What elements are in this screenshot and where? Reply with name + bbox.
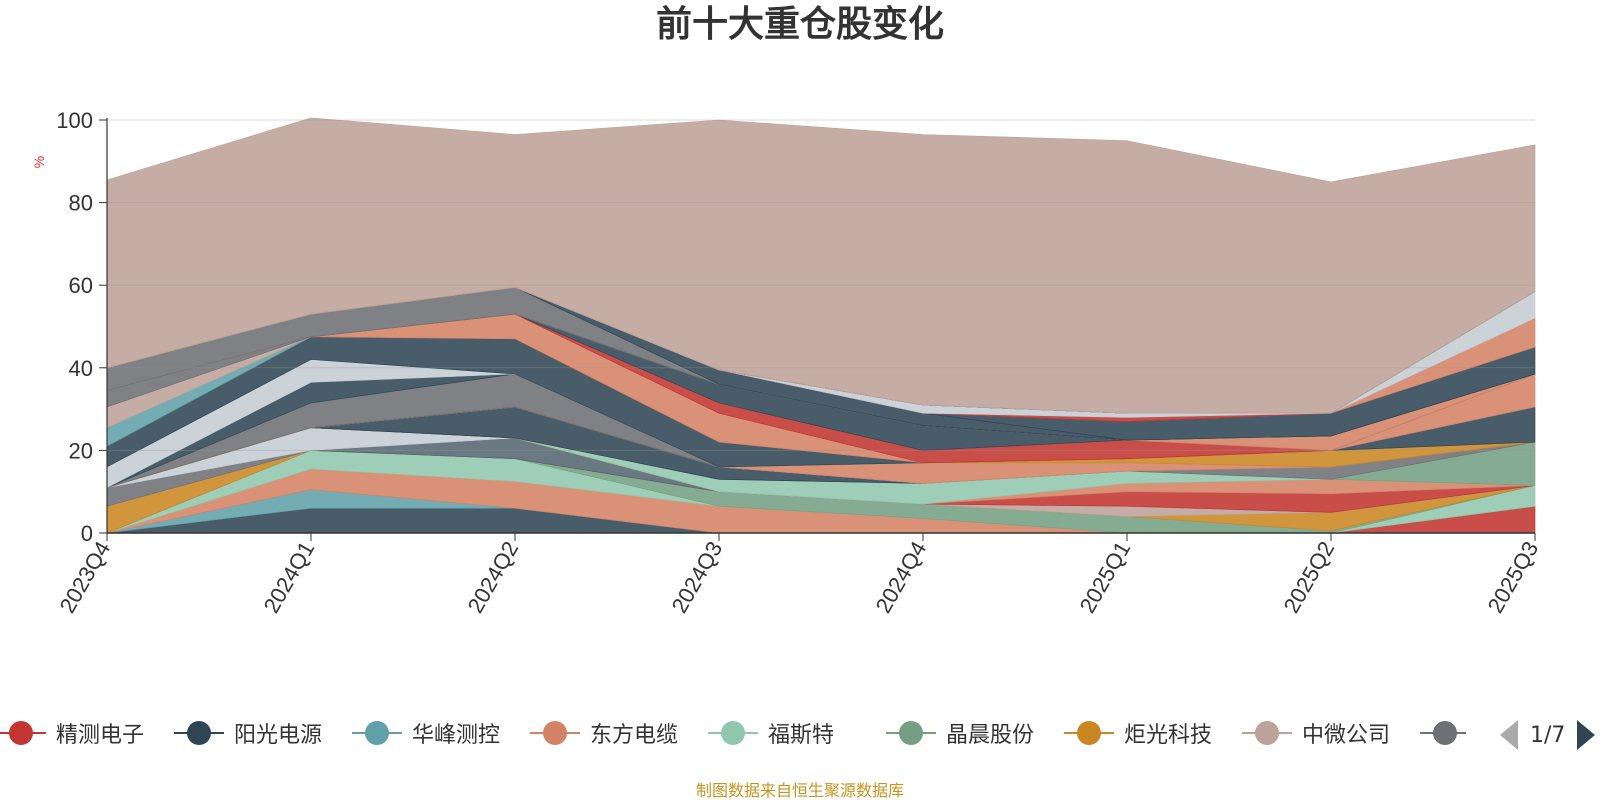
legend-item[interactable]: ST bbox=[1420, 713, 1466, 753]
legend-label: 华峰测控 bbox=[412, 723, 501, 748]
x-tick-label: 2025Q2 bbox=[1279, 537, 1340, 617]
area-series bbox=[106, 117, 1536, 534]
x-tick-label: 2023Q4 bbox=[55, 537, 116, 617]
x-tick-label: 2024Q1 bbox=[259, 537, 320, 617]
legend-item[interactable]: 阳光电源 bbox=[174, 713, 322, 753]
x-tick-label: 2025Q1 bbox=[1075, 537, 1136, 617]
legend-item[interactable]: 精测电子 bbox=[0, 713, 144, 753]
legend-next-page-arrow-icon[interactable] bbox=[1577, 720, 1596, 750]
legend-item[interactable]: 福斯特 bbox=[708, 713, 834, 753]
legend-viewport: 精测电子 阳光电源 华峰测控 东方电缆 福斯特 晶晨股份 炬光科技 中微公司 ST bbox=[0, 713, 1466, 753]
legend-prev-page-arrow-icon[interactable] bbox=[1500, 720, 1518, 750]
legend-label: 阳光电源 bbox=[234, 723, 323, 748]
legend-marker-icon bbox=[0, 720, 46, 746]
y-axis-unit-label: % bbox=[31, 156, 47, 168]
legend-pager: 1/7 bbox=[1500, 718, 1596, 752]
y-tick-label: 0 bbox=[81, 521, 93, 546]
x-tick-label: 2025Q3 bbox=[1483, 537, 1544, 617]
legend-marker-icon bbox=[352, 720, 402, 746]
y-tick-label: 100 bbox=[56, 108, 93, 133]
legend-item[interactable]: 华峰测控 bbox=[352, 713, 500, 753]
legend-item[interactable]: 中微公司 bbox=[1242, 713, 1390, 753]
legend-marker-icon bbox=[1064, 720, 1114, 746]
legend-marker-icon bbox=[530, 720, 580, 746]
legend-label: 炬光科技 bbox=[1124, 723, 1213, 748]
chart-title: 前十大重仓股变化 bbox=[655, 4, 944, 45]
legend-marker-icon bbox=[708, 720, 758, 746]
chart-legend: 精测电子 阳光电源 华峰测控 东方电缆 福斯特 晶晨股份 炬光科技 中微公司 ST bbox=[0, 713, 1600, 753]
legend-label: 东方电缆 bbox=[590, 723, 679, 748]
legend-item[interactable]: 炬光科技 bbox=[1064, 713, 1212, 753]
area-series-63[interactable] bbox=[106, 117, 1536, 414]
legend-marker-icon bbox=[886, 720, 936, 746]
x-tick-label: 2024Q4 bbox=[871, 537, 932, 617]
legend-label: 中微公司 bbox=[1302, 723, 1391, 748]
legend-marker-icon bbox=[1242, 720, 1292, 746]
legend-item[interactable]: 东方电缆 bbox=[530, 713, 678, 753]
legend-label: 晶晨股份 bbox=[946, 723, 1035, 748]
legend-item[interactable]: 晶晨股份 bbox=[886, 713, 1034, 753]
legend-marker-icon bbox=[1420, 720, 1466, 746]
x-tick-label: 2024Q2 bbox=[463, 537, 524, 617]
y-tick-label: 60 bbox=[69, 273, 93, 298]
legend-marker-icon bbox=[174, 720, 224, 746]
y-tick-label: 40 bbox=[69, 356, 93, 381]
legend-label: 精测电子 bbox=[56, 723, 145, 748]
legend-page-indicator: 1/7 bbox=[1530, 722, 1566, 748]
y-tick-label: 20 bbox=[69, 438, 93, 463]
y-tick-label: 80 bbox=[69, 191, 93, 216]
legend-label: 福斯特 bbox=[768, 723, 835, 748]
source-note: 制图数据来自恒生聚源数据库 bbox=[695, 781, 904, 800]
x-tick-label: 2024Q3 bbox=[667, 537, 728, 617]
